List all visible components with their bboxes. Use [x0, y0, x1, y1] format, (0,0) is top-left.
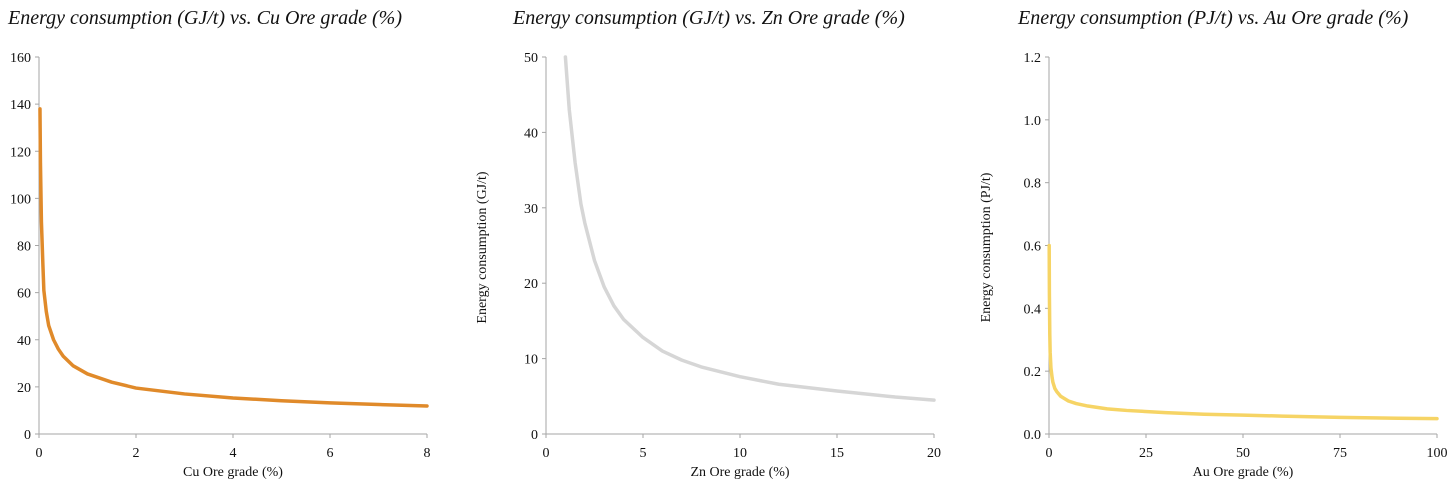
- x-axis-label: Au Ore grade (%): [1193, 465, 1294, 480]
- chart-panel-3: Energy consumption (PJ/t) vs. Au Ore gra…: [979, 7, 1448, 480]
- chart-title: Energy consumption (GJ/t) vs. Zn Ore gra…: [512, 7, 905, 29]
- y-tick-label: 1.2: [1024, 51, 1042, 66]
- y-tick-label: 30: [524, 202, 538, 217]
- x-tick-label: 4: [230, 446, 237, 461]
- y-tick-label: 0: [531, 428, 538, 443]
- x-axis-label: Cu Ore grade (%): [183, 465, 283, 480]
- series-line: [563, 55, 936, 402]
- y-tick-label: 10: [524, 353, 538, 368]
- x-axis-label: Zn Ore grade (%): [690, 465, 789, 480]
- y-tick-label: 0.2: [1024, 365, 1042, 380]
- y-tick-label: 60: [17, 287, 31, 302]
- x-tick-label: 0: [543, 446, 550, 461]
- x-tick-label: 2: [133, 446, 140, 461]
- x-tick-label: 0: [36, 446, 43, 461]
- x-tick-label: 8: [424, 446, 431, 461]
- y-tick-label: 140: [10, 98, 31, 113]
- y-tick-label: 0.0: [1024, 428, 1042, 443]
- y-tick-label: 50: [524, 51, 538, 66]
- y-tick-label: 100: [10, 192, 31, 207]
- x-tick-label: 100: [1427, 446, 1448, 461]
- y-tick-label: 0: [24, 428, 31, 443]
- y-tick-label: 20: [17, 381, 31, 396]
- chart-title: Energy consumption (GJ/t) vs. Cu Ore gra…: [7, 7, 402, 29]
- x-tick-label: 15: [830, 446, 844, 461]
- y-tick-label: 0.4: [1024, 302, 1042, 317]
- chart-title: Energy consumption (PJ/t) vs. Au Ore gra…: [1017, 7, 1409, 29]
- y-tick-label: 40: [524, 126, 538, 141]
- x-tick-label: 20: [927, 446, 941, 461]
- chart-panel-2: Energy consumption (GJ/t) vs. Zn Ore gra…: [475, 7, 941, 480]
- y-tick-label: 20: [524, 277, 538, 292]
- y-tick-label: 160: [10, 51, 31, 66]
- y-axis-label: Energy consumption (PJ/t): [979, 172, 994, 322]
- x-tick-label: 75: [1333, 446, 1347, 461]
- x-tick-label: 6: [327, 446, 334, 461]
- y-axis-label: Energy consumption (GJ/t): [475, 171, 490, 324]
- y-tick-label: 0.6: [1024, 240, 1042, 255]
- y-tick-label: 120: [10, 145, 31, 160]
- chart-panel-1: Energy consumption (GJ/t) vs. Cu Ore gra…: [7, 7, 431, 480]
- x-tick-label: 5: [640, 446, 647, 461]
- series-line: [38, 107, 429, 408]
- y-tick-label: 40: [17, 334, 31, 349]
- x-tick-label: 50: [1236, 446, 1250, 461]
- y-tick-label: 1.0: [1024, 114, 1042, 129]
- x-tick-label: 10: [733, 446, 747, 461]
- x-tick-label: 25: [1139, 446, 1153, 461]
- x-tick-label: 0: [1046, 446, 1053, 461]
- y-tick-label: 80: [17, 240, 31, 255]
- y-tick-label: 0.8: [1024, 177, 1042, 192]
- series-line: [1047, 243, 1439, 421]
